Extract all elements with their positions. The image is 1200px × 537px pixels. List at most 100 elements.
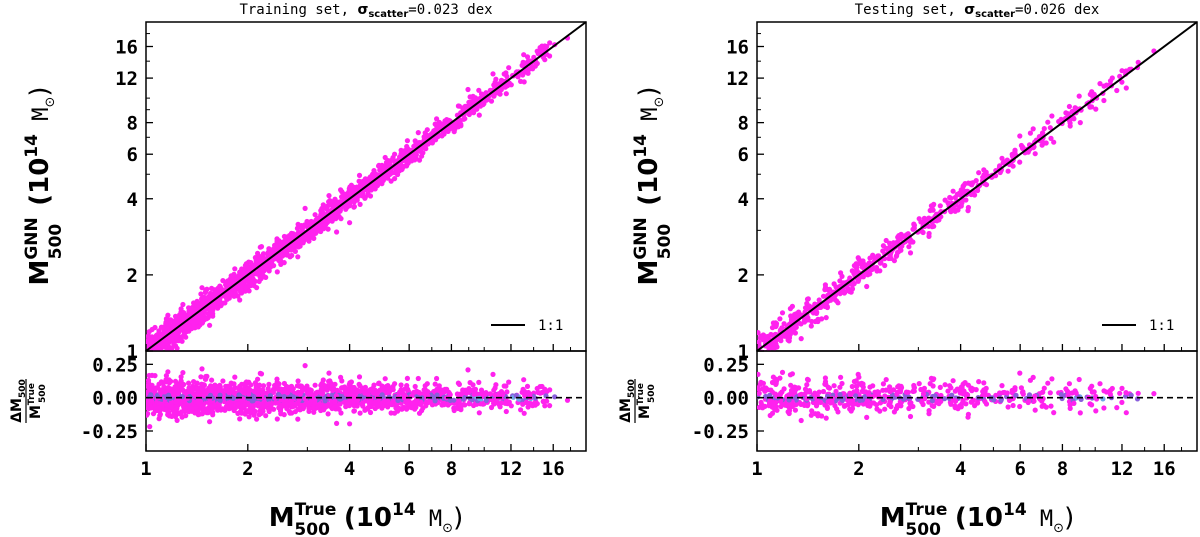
- residual-point: [295, 406, 302, 412]
- residual-point: [786, 397, 792, 403]
- data-point: [146, 333, 152, 339]
- residual-point: [311, 409, 317, 415]
- residual-point: [302, 363, 308, 369]
- data-point: [257, 256, 263, 263]
- data-point: [404, 163, 410, 169]
- residual-point: [160, 380, 166, 387]
- residual-y-axis-label: ΔM500 MTrue500: [618, 379, 657, 423]
- data-point: [410, 153, 416, 159]
- residual-point: [465, 367, 471, 373]
- legend-label: 1:1: [1149, 318, 1174, 334]
- data-point: [180, 301, 186, 308]
- residual-point: [146, 411, 151, 417]
- residual-point: [859, 382, 865, 388]
- data-point: [209, 292, 215, 299]
- data-point: [321, 226, 327, 232]
- y-tick-label: 2: [127, 265, 138, 287]
- residual-point: [256, 403, 262, 409]
- data-point: [306, 238, 312, 244]
- residual-point: [370, 390, 377, 396]
- residual-point: [411, 389, 417, 395]
- residual-point: [1107, 391, 1113, 397]
- data-point: [1087, 91, 1093, 97]
- residual-point: [306, 408, 312, 414]
- data-point: [950, 188, 956, 194]
- x-axis-label: MTrue 500 (1014 M⊙): [880, 500, 1074, 537]
- data-point: [871, 265, 877, 271]
- data-point: [759, 351, 764, 356]
- residual-point: [822, 375, 829, 381]
- data-point: [930, 202, 936, 208]
- residual-point: [392, 410, 398, 416]
- residual-point: [835, 409, 841, 415]
- data-point: [1067, 123, 1073, 129]
- residual-point: [390, 386, 396, 392]
- residual-point: [831, 383, 837, 389]
- data-point: [151, 351, 156, 356]
- residual-point: [266, 381, 272, 387]
- residual-point: [757, 390, 762, 396]
- residual-point: [930, 377, 936, 383]
- data-point: [146, 351, 151, 356]
- residual-point: [1040, 396, 1046, 402]
- residual-point: [265, 386, 271, 392]
- data-point: [295, 244, 302, 250]
- residual-point: [252, 408, 258, 415]
- residual-point: [815, 411, 821, 417]
- residual-point: [1017, 403, 1023, 410]
- residual-point: [792, 407, 799, 413]
- residual-point: [146, 377, 152, 383]
- residual-point: [366, 399, 372, 405]
- residual-point: [246, 391, 252, 397]
- data-point: [927, 207, 933, 214]
- data-point: [818, 304, 824, 310]
- residual-point: [305, 402, 311, 408]
- x-tick-label: 16: [1153, 458, 1176, 480]
- residual-point: [1040, 389, 1046, 395]
- residual-point: [230, 387, 236, 393]
- residual-point: [334, 420, 340, 426]
- data-point: [202, 289, 208, 295]
- residual-point: [1043, 404, 1049, 410]
- data-point: [537, 45, 543, 51]
- residual-point: [432, 381, 438, 387]
- residual-point: [156, 416, 162, 422]
- y-tick-label: 2: [738, 265, 749, 287]
- residual-point: [393, 402, 399, 408]
- data-point: [809, 318, 815, 325]
- residual-point: [898, 385, 905, 391]
- data-point: [265, 249, 271, 255]
- residual-point: [223, 403, 230, 409]
- data-point: [785, 337, 791, 343]
- data-point: [260, 251, 267, 257]
- data-point: [258, 244, 265, 250]
- residual-point: [1065, 392, 1071, 398]
- svg-text:ΔM500: ΔM500: [9, 379, 28, 423]
- residual-point: [1018, 385, 1024, 391]
- legend: 1:1: [491, 318, 563, 334]
- residual-point: [502, 400, 508, 406]
- data-point: [467, 110, 473, 116]
- data-point: [356, 172, 363, 178]
- data-point: [999, 155, 1005, 161]
- residual-point: [1004, 390, 1010, 396]
- residual-point: [215, 407, 221, 413]
- data-point: [503, 91, 509, 97]
- residual-point: [236, 392, 242, 398]
- data-point: [386, 161, 393, 167]
- data-point: [199, 285, 205, 291]
- residual-point: [1047, 390, 1053, 396]
- residual-point: [422, 383, 428, 389]
- residual-point: [403, 394, 409, 400]
- data-point: [937, 203, 943, 209]
- data-point: [190, 307, 196, 313]
- data-point: [965, 204, 972, 211]
- x-tick-label: 1: [751, 458, 762, 480]
- residual-point: [209, 387, 215, 393]
- residual-point: [288, 404, 294, 410]
- data-point: [1063, 110, 1069, 116]
- data-point: [252, 278, 258, 284]
- residual-point: [359, 402, 365, 408]
- residual-point: [769, 410, 776, 416]
